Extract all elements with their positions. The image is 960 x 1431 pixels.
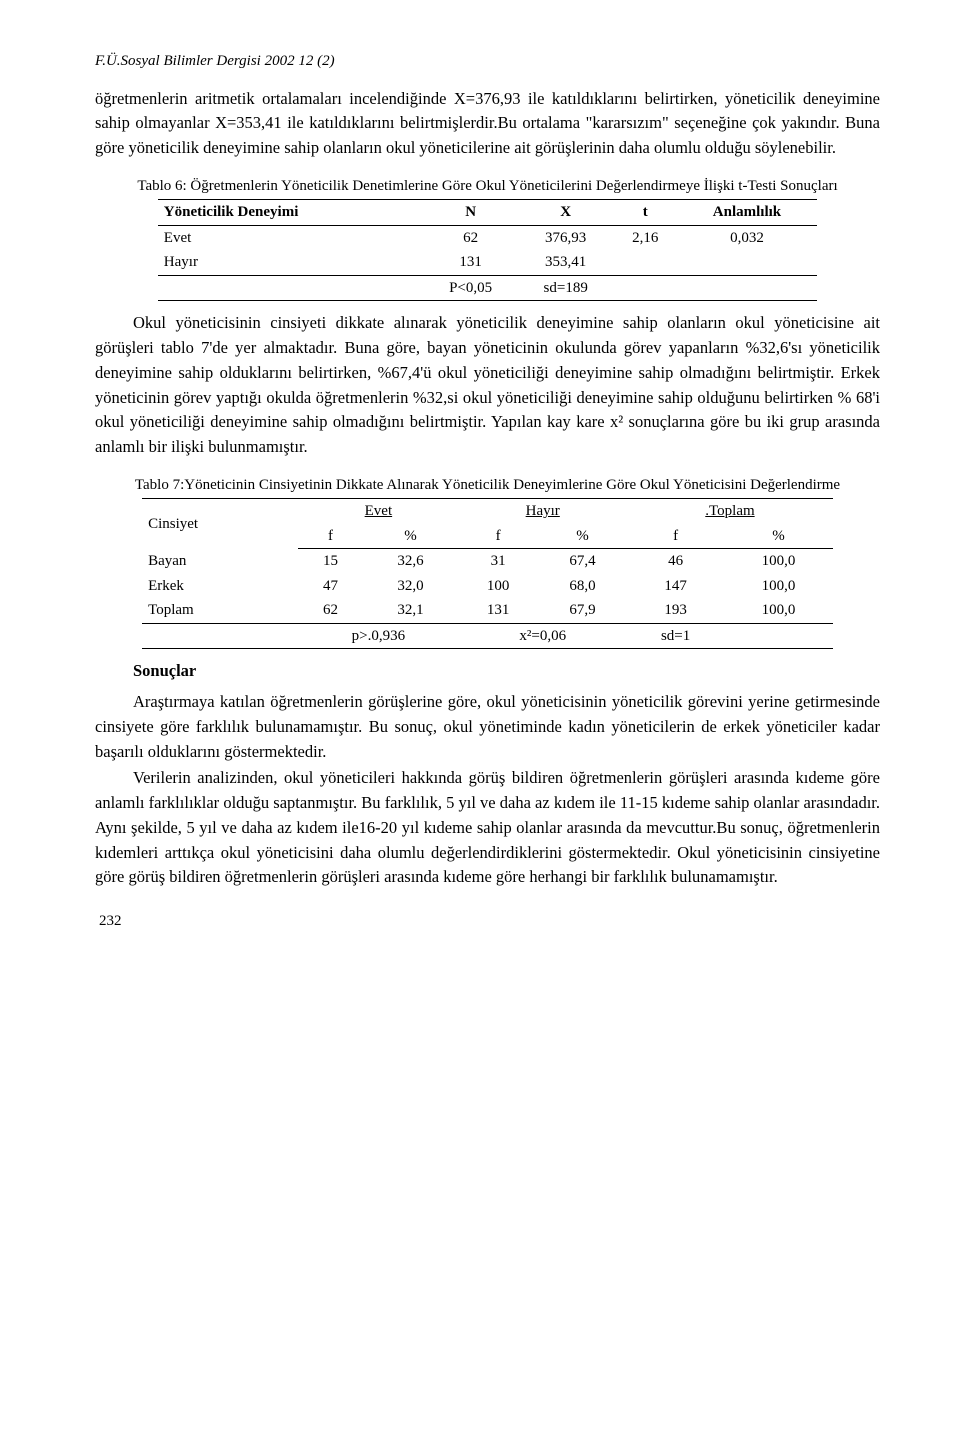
t7-r0c0: Bayan xyxy=(142,549,298,574)
t7-r2c4: 67,9 xyxy=(538,598,627,623)
t7-r1c1: 47 xyxy=(298,574,362,599)
table7: Cinsiyet Evet Hayır .Toplam f % f % f % … xyxy=(142,498,833,649)
running-header: F.Ü.Sosyal Bilimler Dergisi 2002 12 (2) xyxy=(95,50,880,73)
t6-r0c3: 2,16 xyxy=(614,225,677,250)
table6: Yöneticilik Deneyimi N X t Anlamlılık Ev… xyxy=(158,199,817,301)
t6-r1c1: 131 xyxy=(424,250,518,275)
t7-sh3: % xyxy=(538,524,627,549)
t6-h2: X xyxy=(518,200,614,226)
t6-h0: Yöneticilik Deneyimi xyxy=(158,200,424,226)
t7-sh5: % xyxy=(724,524,833,549)
t7-cg1: Evet xyxy=(298,499,458,524)
t7-r1c5: 147 xyxy=(627,574,724,599)
t6-r0c0: Evet xyxy=(158,225,424,250)
t7-sh2: f xyxy=(458,524,537,549)
t6-h1: N xyxy=(424,200,518,226)
t7-cg2: Hayır xyxy=(458,499,627,524)
t7-r0c6: 100,0 xyxy=(724,549,833,574)
t7-r1c2: 32,0 xyxy=(363,574,459,599)
t7-r0c4: 67,4 xyxy=(538,549,627,574)
t6-r0c1: 62 xyxy=(424,225,518,250)
t7-r0c2: 32,6 xyxy=(363,549,459,574)
t7-f1: p>.0,936 xyxy=(298,623,458,649)
t7-cg3: .Toplam xyxy=(627,499,833,524)
t6-r1c4 xyxy=(677,250,817,275)
t7-r2c6: 100,0 xyxy=(724,598,833,623)
t7-r0c5: 46 xyxy=(627,549,724,574)
t6-f3 xyxy=(614,275,677,301)
t7-sh4: f xyxy=(627,524,724,549)
t7-r1c3: 100 xyxy=(458,574,537,599)
t7-f0 xyxy=(142,623,298,649)
t7-r2c0: Toplam xyxy=(142,598,298,623)
section-heading: Sonuçlar xyxy=(133,659,880,684)
t7-r0c3: 31 xyxy=(458,549,537,574)
t6-f4 xyxy=(677,275,817,301)
t6-f1: P<0,05 xyxy=(424,275,518,301)
t7-sh0: f xyxy=(298,524,362,549)
t6-r1c2: 353,41 xyxy=(518,250,614,275)
t6-r1c3 xyxy=(614,250,677,275)
t6-h4: Anlamlılık xyxy=(677,200,817,226)
t7-r1c0: Erkek xyxy=(142,574,298,599)
t7-cg0: Cinsiyet xyxy=(142,499,298,549)
t7-r0c1: 15 xyxy=(298,549,362,574)
paragraph-1: öğretmenlerin aritmetik ortalamaları inc… xyxy=(95,87,880,161)
paragraph-3: Araştırmaya katılan öğretmenlerin görüşl… xyxy=(95,690,880,764)
t7-f4 xyxy=(724,623,833,649)
t6-f0 xyxy=(158,275,424,301)
paragraph-2: Okul yöneticisinin cinsiyeti dikkate alı… xyxy=(95,311,880,460)
t7-r1c4: 68,0 xyxy=(538,574,627,599)
t7-r1c6: 100,0 xyxy=(724,574,833,599)
t6-r0c2: 376,93 xyxy=(518,225,614,250)
table6-caption: Tablo 6: Öğretmenlerin Yöneticilik Denet… xyxy=(95,175,880,198)
paragraph-4: Verilerin analizinden, okul yöneticileri… xyxy=(95,766,880,890)
t6-r1c0: Hayır xyxy=(158,250,424,275)
t7-r2c3: 131 xyxy=(458,598,537,623)
t6-f2: sd=189 xyxy=(518,275,614,301)
t7-r2c2: 32,1 xyxy=(363,598,459,623)
table7-caption: Tablo 7:Yöneticinin Cinsiyetinin Dikkate… xyxy=(95,474,880,497)
t7-r2c5: 193 xyxy=(627,598,724,623)
t7-f2: x²=0,06 xyxy=(458,623,627,649)
t7-r2c1: 62 xyxy=(298,598,362,623)
t6-r0c4: 0,032 xyxy=(677,225,817,250)
t6-h3: t xyxy=(614,200,677,226)
t7-sh1: % xyxy=(363,524,459,549)
page-number: 232 xyxy=(99,910,880,933)
t7-f3: sd=1 xyxy=(627,623,724,649)
